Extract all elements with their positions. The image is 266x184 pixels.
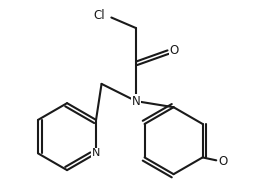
Text: N: N (92, 148, 100, 158)
Text: O: O (169, 44, 179, 57)
Text: Cl: Cl (93, 9, 105, 22)
Text: N: N (132, 95, 140, 108)
Text: O: O (219, 155, 228, 168)
